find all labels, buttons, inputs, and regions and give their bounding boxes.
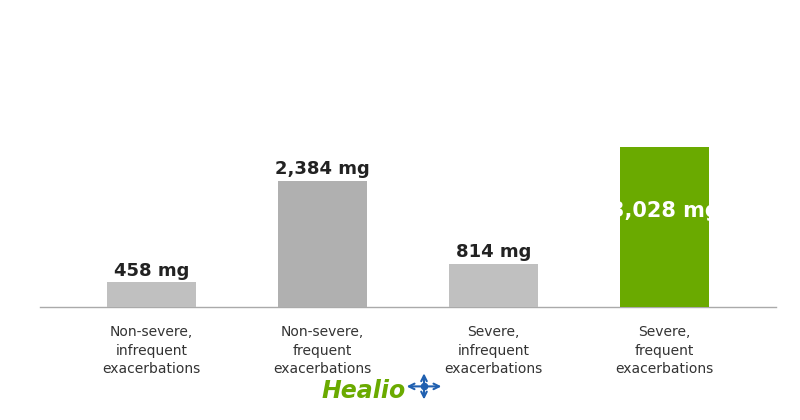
Text: 2,384 mg: 2,384 mg <box>275 160 370 178</box>
Text: Cumulative follow-up oral corticosteroid: Cumulative follow-up oral corticosteroid <box>187 26 613 45</box>
Text: 814 mg: 814 mg <box>456 243 531 261</box>
Bar <box>106 282 196 307</box>
Point <box>418 383 430 390</box>
Text: Healio: Healio <box>322 378 406 403</box>
Bar <box>620 147 710 307</box>
Text: 3,028 mg: 3,028 mg <box>610 201 720 221</box>
Bar <box>449 264 538 307</box>
Text: doses between 2017 and 2020:: doses between 2017 and 2020: <box>235 71 565 89</box>
Bar <box>278 181 367 307</box>
Text: 458 mg: 458 mg <box>114 262 189 280</box>
